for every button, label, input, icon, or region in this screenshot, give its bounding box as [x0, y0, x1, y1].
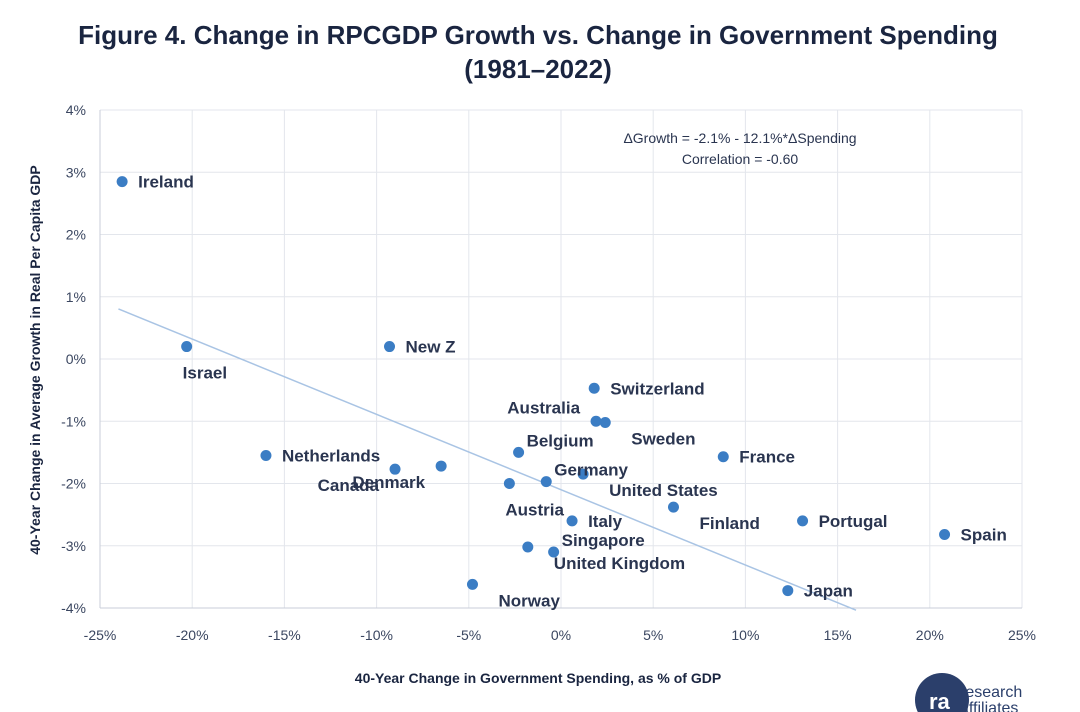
label-spain: Spain: [961, 526, 1007, 545]
y-tick-label: 1%: [66, 289, 86, 305]
point-norway: [466, 578, 478, 590]
label-italy: Italy: [588, 512, 623, 531]
y-tick-label: 0%: [66, 351, 86, 367]
label-canada: Canada: [318, 476, 380, 495]
y-tick-label: 4%: [66, 102, 86, 118]
label-israel: Israel: [183, 364, 227, 383]
x-tick-label: -10%: [360, 627, 393, 643]
point-sweden: [599, 416, 611, 428]
point-switzerland: [588, 382, 600, 394]
point-singapore: [548, 546, 560, 558]
point-portugal: [797, 515, 809, 527]
y-axis-title: 40-Year Change in Average Growth in Real…: [27, 165, 43, 555]
label-united-states: United States: [609, 481, 718, 500]
label-germany: Germany: [554, 461, 628, 480]
label-denmark: Denmark: [352, 473, 425, 492]
logo-glyph-icon: ra: [929, 689, 951, 712]
y-tick-label: -1%: [61, 413, 86, 429]
point-germany: [540, 476, 552, 488]
label-portugal: Portugal: [819, 512, 888, 531]
label-new-z: New Z: [406, 338, 456, 357]
y-tick-label: -4%: [61, 600, 86, 616]
label-united-kingdom: United Kingdom: [554, 554, 685, 573]
x-tick-label: 0%: [551, 627, 571, 643]
point-ireland: [116, 176, 128, 188]
point-united-states: [577, 468, 589, 480]
y-tick-label: 3%: [66, 164, 86, 180]
label-belgium: Belgium: [527, 431, 594, 450]
axes: -4% -3% -2% -1% 0% 1% 2% 3% 4% -25% -20% -15% -10% -5…: [61, 102, 1036, 643]
brand-name-line1: research: [960, 684, 1022, 701]
label-switzerland: Switzerland: [610, 379, 704, 398]
label-australia: Australia: [507, 398, 580, 417]
chart-title: Figure 4. Change in RPCGDP Growth vs. Ch…: [78, 20, 998, 50]
regression-equation: ΔGrowth = -2.1% - 12.1%*ΔSpending: [623, 130, 856, 146]
chart-subtitle: (1981–2022): [464, 54, 611, 84]
point-japan: [782, 585, 794, 597]
point-france: [717, 451, 729, 463]
x-tick-label: -5%: [456, 627, 481, 643]
y-tick-label: -2%: [61, 476, 86, 492]
label-japan: Japan: [804, 582, 853, 601]
point-italy: [566, 515, 578, 527]
trendline-group: [118, 308, 857, 611]
x-axis-title: 40-Year Change in Government Spending, a…: [355, 670, 721, 686]
correlation-text: Correlation = -0.60: [682, 151, 799, 167]
point-netherlands: [260, 449, 272, 461]
brand-name-line2: affiliates: [960, 700, 1018, 712]
trendline: [118, 308, 857, 611]
point-new-z: [384, 341, 396, 353]
data-points: [116, 176, 951, 597]
gridlines: [100, 109, 1023, 608]
x-tick-label: -20%: [176, 627, 209, 643]
label-austria: Austria: [505, 501, 564, 520]
x-tick-label: 20%: [916, 627, 944, 643]
x-tick-label: -25%: [84, 627, 117, 643]
label-netherlands: Netherlands: [282, 446, 380, 465]
point-canada: [389, 463, 401, 475]
x-tick-label: 5%: [643, 627, 663, 643]
label-sweden: Sweden: [631, 429, 695, 448]
point-denmark: [435, 460, 447, 472]
label-norway: Norway: [498, 591, 560, 610]
data-labels: Ireland Israel New Z Netherlands CanadaDenma…: [138, 173, 1007, 611]
research-affiliates-logo: ra research affiliates: [915, 673, 1022, 712]
y-tick-label: -3%: [61, 538, 86, 554]
point-australia: [590, 415, 602, 427]
x-tick-label: -15%: [268, 627, 301, 643]
logo-mark-icon: [915, 673, 969, 712]
point-belgium: [513, 446, 525, 458]
label-finland: Finland: [699, 514, 759, 533]
point-israel: [181, 341, 193, 353]
y-tick-label: 2%: [66, 227, 86, 243]
label-france: France: [739, 448, 795, 467]
x-tick-label: 25%: [1008, 627, 1036, 643]
point-austria: [503, 478, 515, 489]
x-tick-label: 15%: [824, 627, 852, 643]
point-spain: [939, 529, 951, 541]
x-tick-label: 10%: [731, 627, 759, 643]
label-ireland: Ireland: [138, 173, 194, 192]
point-united-kingdom: [522, 541, 534, 553]
point-finland: [667, 501, 679, 513]
label-singapore: Singapore: [562, 531, 645, 550]
